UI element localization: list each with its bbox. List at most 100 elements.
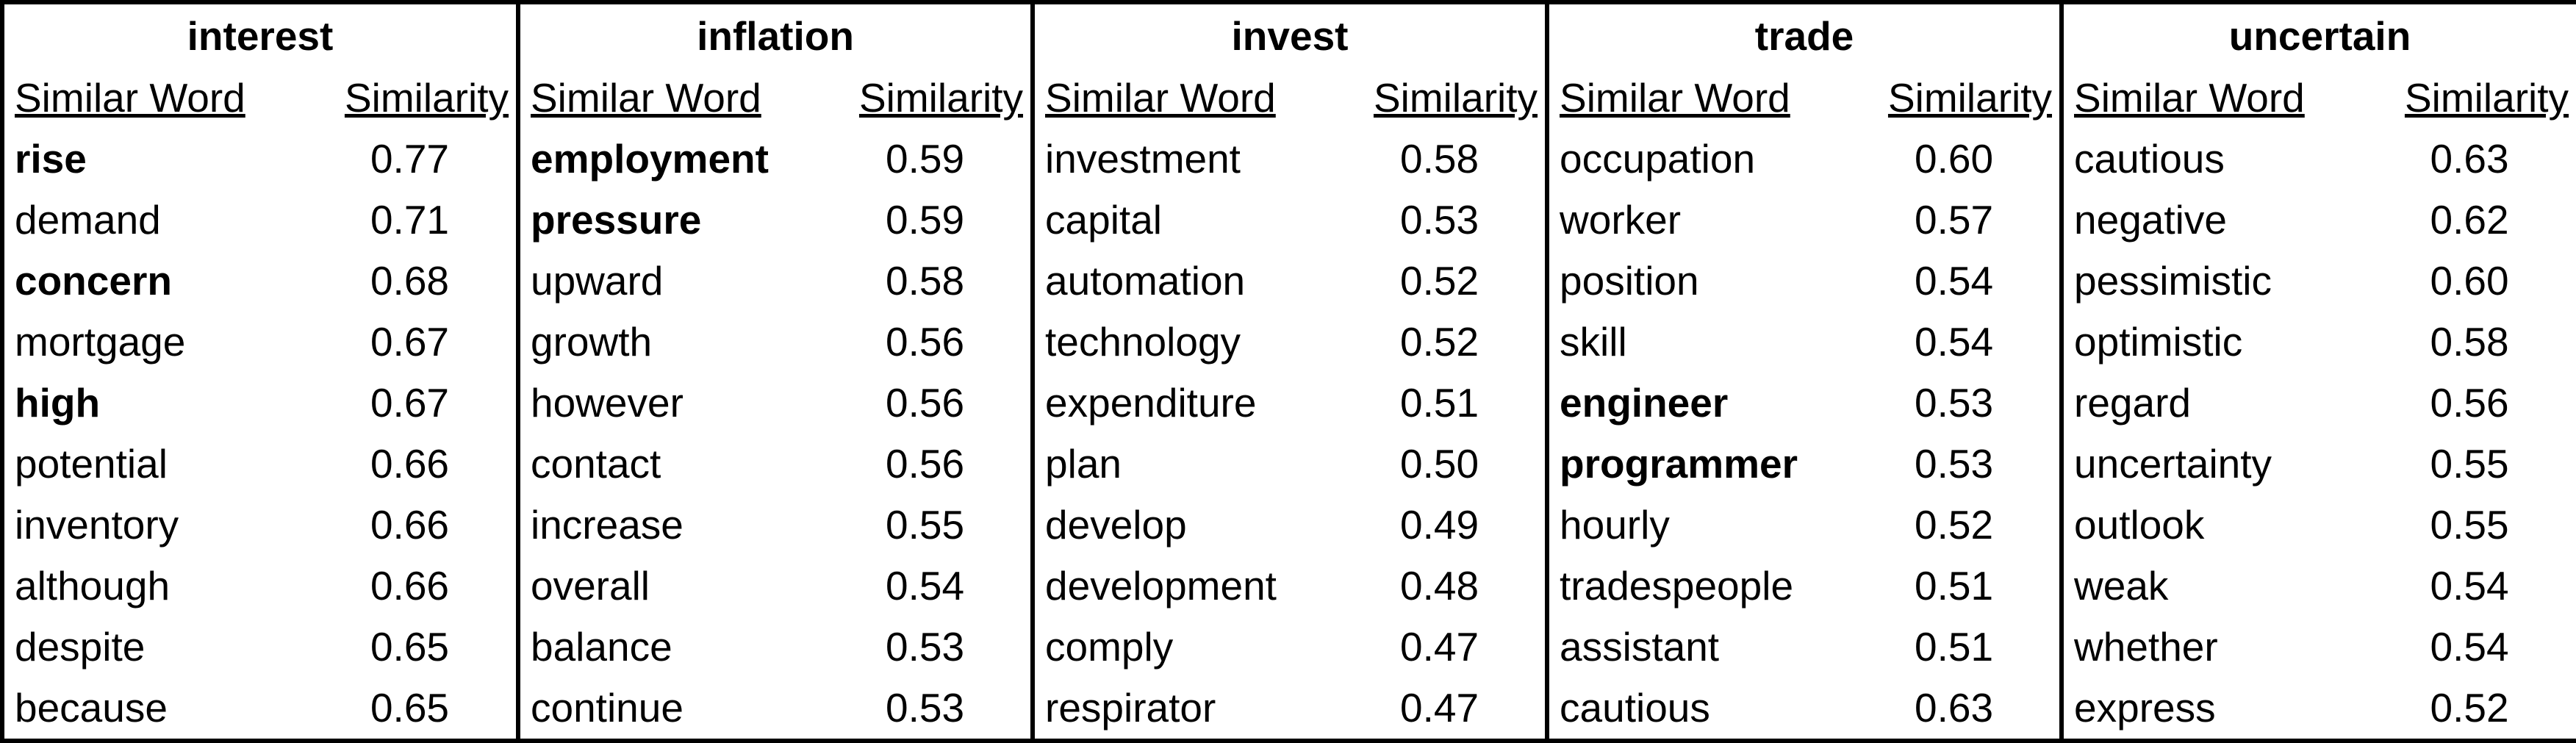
similarity-cell: 0.59	[819, 190, 1036, 251]
similarity-cell: 0.53	[1334, 190, 1550, 251]
similar-word-cell: concern	[0, 251, 304, 312]
similarity-cell: 0.58	[1334, 129, 1550, 190]
similarity-cell: 0.51	[1848, 617, 2064, 678]
table-row: inventory 0.66 increase 0.55 develop 0.49 hour…	[0, 495, 2576, 556]
similarity-cell: 0.48	[1334, 556, 1550, 617]
similar-word-cell: regard	[2059, 373, 2364, 434]
similar-word-cell: rise	[0, 129, 304, 190]
table-body: rise 0.77 employment 0.59 investment 0.58 occu…	[0, 129, 2576, 743]
similar-word-cell: contact	[516, 434, 819, 495]
similarity-header: Similarity	[2363, 68, 2576, 129]
table-row: demand 0.71 pressure 0.59 capital 0.53 worker 0…	[0, 190, 2576, 251]
similar-word-cell: capital	[1030, 190, 1335, 251]
similarity-cell: 0.52	[2363, 678, 2576, 743]
similar-word-cell: respirator	[1030, 678, 1335, 743]
similar-word-cell: express	[2059, 678, 2364, 743]
similar-word-cell: employment	[516, 129, 819, 190]
similar-word-cell: tradespeople	[1545, 556, 1849, 617]
similar-word-cell: because	[0, 678, 304, 743]
similar-word-cell: assistant	[1545, 617, 1849, 678]
group-title-row: interest inflation invest trade uncertai…	[0, 0, 2576, 68]
similar-word-cell: cautious	[1545, 678, 1849, 743]
similarity-cell: 0.67	[304, 312, 520, 373]
table-row: mortgage 0.67 growth 0.56 technology 0.52 skil…	[0, 312, 2576, 373]
similar-word-cell: whether	[2059, 617, 2364, 678]
similar-word-cell: plan	[1030, 434, 1335, 495]
similarity-cell: 0.77	[304, 129, 520, 190]
similar-word-cell: weak	[2059, 556, 2364, 617]
group-title: uncertain	[2059, 0, 2576, 68]
similarity-cell: 0.67	[304, 373, 520, 434]
similarity-cell: 0.51	[1334, 373, 1550, 434]
similarity-cell: 0.52	[1334, 251, 1550, 312]
similarity-cell: 0.47	[1334, 678, 1550, 743]
similarity-cell: 0.59	[819, 129, 1036, 190]
similarity-cell: 0.56	[2363, 373, 2576, 434]
similarity-cell: 0.65	[304, 617, 520, 678]
group-title: invest	[1030, 0, 1550, 68]
similar-word-cell: upward	[516, 251, 819, 312]
similarity-cell: 0.50	[1334, 434, 1550, 495]
similarity-cell: 0.53	[1848, 373, 2064, 434]
similarity-cell: 0.60	[2363, 251, 2576, 312]
similarity-cell: 0.52	[1848, 495, 2064, 556]
similarity-cell: 0.66	[304, 556, 520, 617]
similar-word-cell: comply	[1030, 617, 1335, 678]
similar-word-cell: although	[0, 556, 304, 617]
similarity-cell: 0.57	[1848, 190, 2064, 251]
similarity-header: Similarity	[304, 68, 520, 129]
similarity-cell: 0.60	[1848, 129, 2064, 190]
similarity-cell: 0.51	[1848, 556, 2064, 617]
similar-word-cell: worker	[1545, 190, 1849, 251]
similarity-cell: 0.65	[304, 678, 520, 743]
similar-word-cell: negative	[2059, 190, 2364, 251]
similarity-cell: 0.71	[304, 190, 520, 251]
column-header-row: Similar Word Similarity Similar Word Sim…	[0, 68, 2576, 129]
similarity-cell: 0.54	[1848, 251, 2064, 312]
similar-word-cell: however	[516, 373, 819, 434]
group-title: interest	[0, 0, 520, 68]
similarity-cell: 0.55	[2363, 495, 2576, 556]
similarity-cell: 0.56	[819, 434, 1036, 495]
similarity-cell: 0.49	[1334, 495, 1550, 556]
similar-word-cell: automation	[1030, 251, 1335, 312]
similarity-cell: 0.54	[2363, 556, 2576, 617]
similar-word-cell: technology	[1030, 312, 1335, 373]
table-header: interest inflation invest trade uncertai…	[0, 0, 2576, 129]
similarity-cell: 0.63	[2363, 129, 2576, 190]
similarity-cell: 0.52	[1334, 312, 1550, 373]
table-row: because 0.65 continue 0.53 respirator 0.47 cau…	[0, 678, 2576, 743]
similar-word-header: Similar Word	[516, 68, 819, 129]
similar-word-cell: cautious	[2059, 129, 2364, 190]
similar-word-cell: potential	[0, 434, 304, 495]
similarity-cell: 0.58	[2363, 312, 2576, 373]
similarity-cell: 0.53	[819, 617, 1036, 678]
similar-word-header: Similar Word	[0, 68, 304, 129]
similarity-cell: 0.53	[1848, 434, 2064, 495]
similar-word-cell: continue	[516, 678, 819, 743]
table-row: rise 0.77 employment 0.59 investment 0.58 occu…	[0, 129, 2576, 190]
similarity-cell: 0.54	[819, 556, 1036, 617]
similarity-cell: 0.56	[819, 312, 1036, 373]
similarity-header: Similarity	[819, 68, 1036, 129]
similarity-cell: 0.53	[819, 678, 1036, 743]
table-row: despite 0.65 balance 0.53 comply 0.47 assistan…	[0, 617, 2576, 678]
similarity-cell: 0.58	[819, 251, 1036, 312]
table-row: although 0.66 overall 0.54 development 0.48 tr…	[0, 556, 2576, 617]
similar-word-cell: balance	[516, 617, 819, 678]
similar-word-cell: programmer	[1545, 434, 1849, 495]
similar-word-cell: engineer	[1545, 373, 1849, 434]
similarity-cell: 0.54	[2363, 617, 2576, 678]
similarity-cell: 0.62	[2363, 190, 2576, 251]
similarity-cell: 0.54	[1848, 312, 2064, 373]
table-row: potential 0.66 contact 0.56 plan 0.50 programm…	[0, 434, 2576, 495]
similar-word-cell: pressure	[516, 190, 819, 251]
similarity-cell: 0.55	[819, 495, 1036, 556]
similarity-cell: 0.66	[304, 434, 520, 495]
similarity-cell: 0.55	[2363, 434, 2576, 495]
similar-word-cell: skill	[1545, 312, 1849, 373]
similar-word-cell: investment	[1030, 129, 1335, 190]
similar-word-cell: mortgage	[0, 312, 304, 373]
similar-word-cell: overall	[516, 556, 819, 617]
similarity-cell: 0.68	[304, 251, 520, 312]
